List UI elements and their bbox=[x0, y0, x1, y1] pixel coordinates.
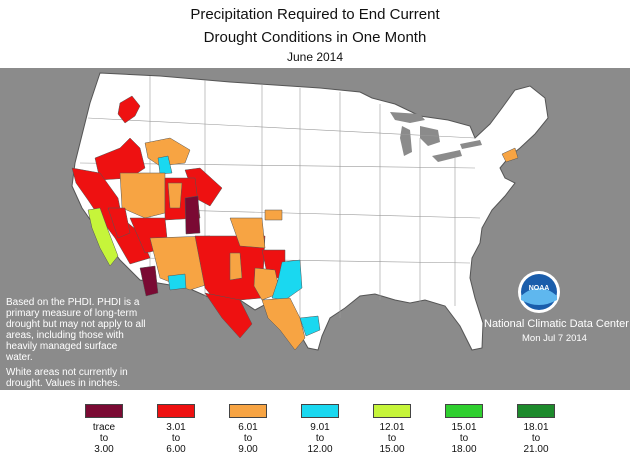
legend-to: 15.00 bbox=[379, 444, 405, 455]
legend-to: 18.00 bbox=[451, 444, 477, 455]
map-title-line1: Precipitation Required to End Current bbox=[190, 6, 440, 23]
legend-to: 12.00 bbox=[307, 444, 333, 455]
legend-from: 12.01 bbox=[379, 422, 405, 433]
legend-to: 21.00 bbox=[523, 444, 549, 455]
drought-map bbox=[0, 68, 630, 390]
legend-item-4: 9.01 to 12.00 bbox=[290, 404, 350, 455]
legend-to-word: to bbox=[243, 433, 253, 444]
legend-item-2: 3.01 to 6.00 bbox=[146, 404, 206, 455]
credit-org: National Climatic Data Center bbox=[484, 318, 629, 330]
drought-areas bbox=[71, 95, 519, 351]
legend-from: trace bbox=[92, 422, 116, 433]
legend-item-7: 18.01 to 21.00 bbox=[506, 404, 566, 455]
legend-swatch bbox=[157, 404, 195, 418]
legend-item-1: trace to 3.00 bbox=[74, 404, 134, 455]
legend-to: 3.00 bbox=[94, 444, 114, 455]
credit-date: Mon Jul 7 2014 bbox=[522, 333, 587, 344]
noaa-logo: NOAA bbox=[517, 270, 561, 319]
legend-swatch bbox=[517, 404, 555, 418]
legend-from: 18.01 bbox=[523, 422, 549, 433]
legend-from: 3.01 bbox=[166, 422, 186, 433]
phdi-note: Based on the PHDI. PHDI is a primary mea… bbox=[6, 297, 146, 363]
legend-to-word: to bbox=[387, 433, 397, 444]
legend-swatch bbox=[373, 404, 411, 418]
legend-swatch bbox=[85, 404, 123, 418]
noaa-logo-text: NOAA bbox=[529, 285, 550, 292]
map-title-line2: Drought Conditions in One Month bbox=[203, 29, 427, 46]
legend-swatch bbox=[229, 404, 267, 418]
map-subtitle: June 2014 bbox=[286, 50, 344, 64]
legend-to-word: to bbox=[99, 433, 109, 444]
legend-to: 9.00 bbox=[238, 444, 258, 455]
legend-item-5: 12.01 to 15.00 bbox=[362, 404, 422, 455]
legend-to-word: to bbox=[531, 433, 541, 444]
legend-swatch bbox=[445, 404, 483, 418]
great-lakes bbox=[390, 112, 482, 162]
legend-item-3: 6.01 to 9.00 bbox=[218, 404, 278, 455]
legend-item-6: 15.01 to 18.00 bbox=[434, 404, 494, 455]
legend-to-word: to bbox=[315, 433, 325, 444]
legend-swatch bbox=[301, 404, 339, 418]
legend-from: 15.01 bbox=[451, 422, 477, 433]
legend-from: 9.01 bbox=[310, 422, 330, 433]
legend-to-word: to bbox=[171, 433, 181, 444]
white-areas-note: White areas not currently in drought. Va… bbox=[6, 367, 128, 389]
legend-to: 6.00 bbox=[166, 444, 186, 455]
legend-from: 6.01 bbox=[238, 422, 258, 433]
legend-to-word: to bbox=[459, 433, 469, 444]
